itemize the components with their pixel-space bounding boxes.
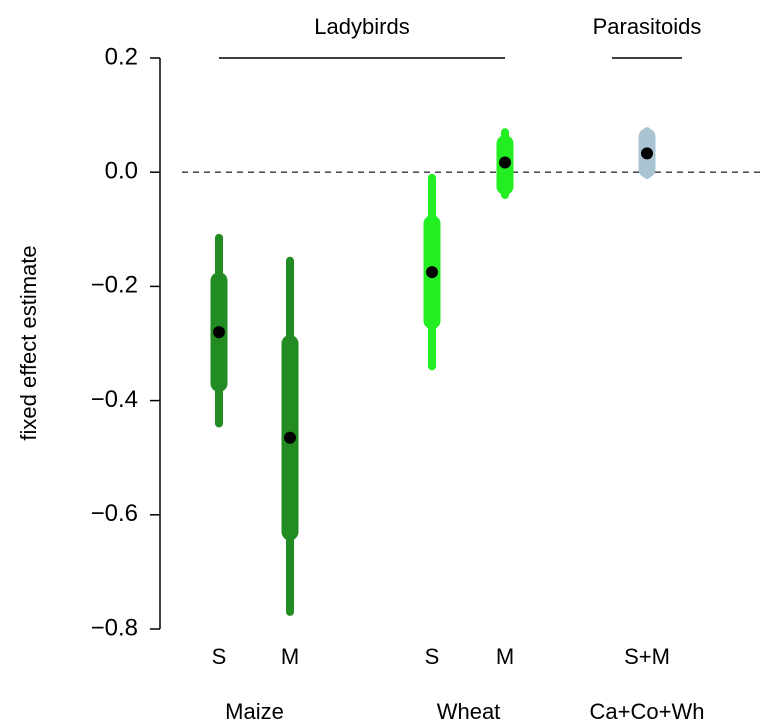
y-tick-label: −0.2	[91, 272, 138, 299]
estimate-point	[426, 266, 438, 279]
y-axis-label: fixed effect estimate	[16, 245, 41, 440]
estimate-point	[641, 147, 653, 160]
y-tick-label: 0.2	[105, 43, 138, 70]
y-tick-label: −0.4	[91, 386, 138, 413]
category-label: S	[425, 644, 440, 669]
category-label: S+M	[624, 644, 670, 669]
category-label: M	[281, 644, 299, 669]
panel-label: Parasitoids	[593, 14, 702, 39]
group-label: Wheat	[437, 699, 501, 724]
category-label: S	[212, 644, 227, 669]
y-tick-label: 0.0	[105, 158, 138, 185]
y-tick-label: −0.6	[91, 500, 138, 527]
group-label: Maize	[225, 699, 284, 724]
estimate-point	[499, 156, 511, 169]
group-label: Ca+Co+Wh	[590, 699, 705, 724]
panel-label: Ladybirds	[314, 14, 409, 39]
estimate-point	[284, 431, 296, 444]
category-label: M	[496, 644, 514, 669]
y-tick-label: −0.8	[91, 614, 138, 641]
estimate-point	[213, 326, 225, 339]
